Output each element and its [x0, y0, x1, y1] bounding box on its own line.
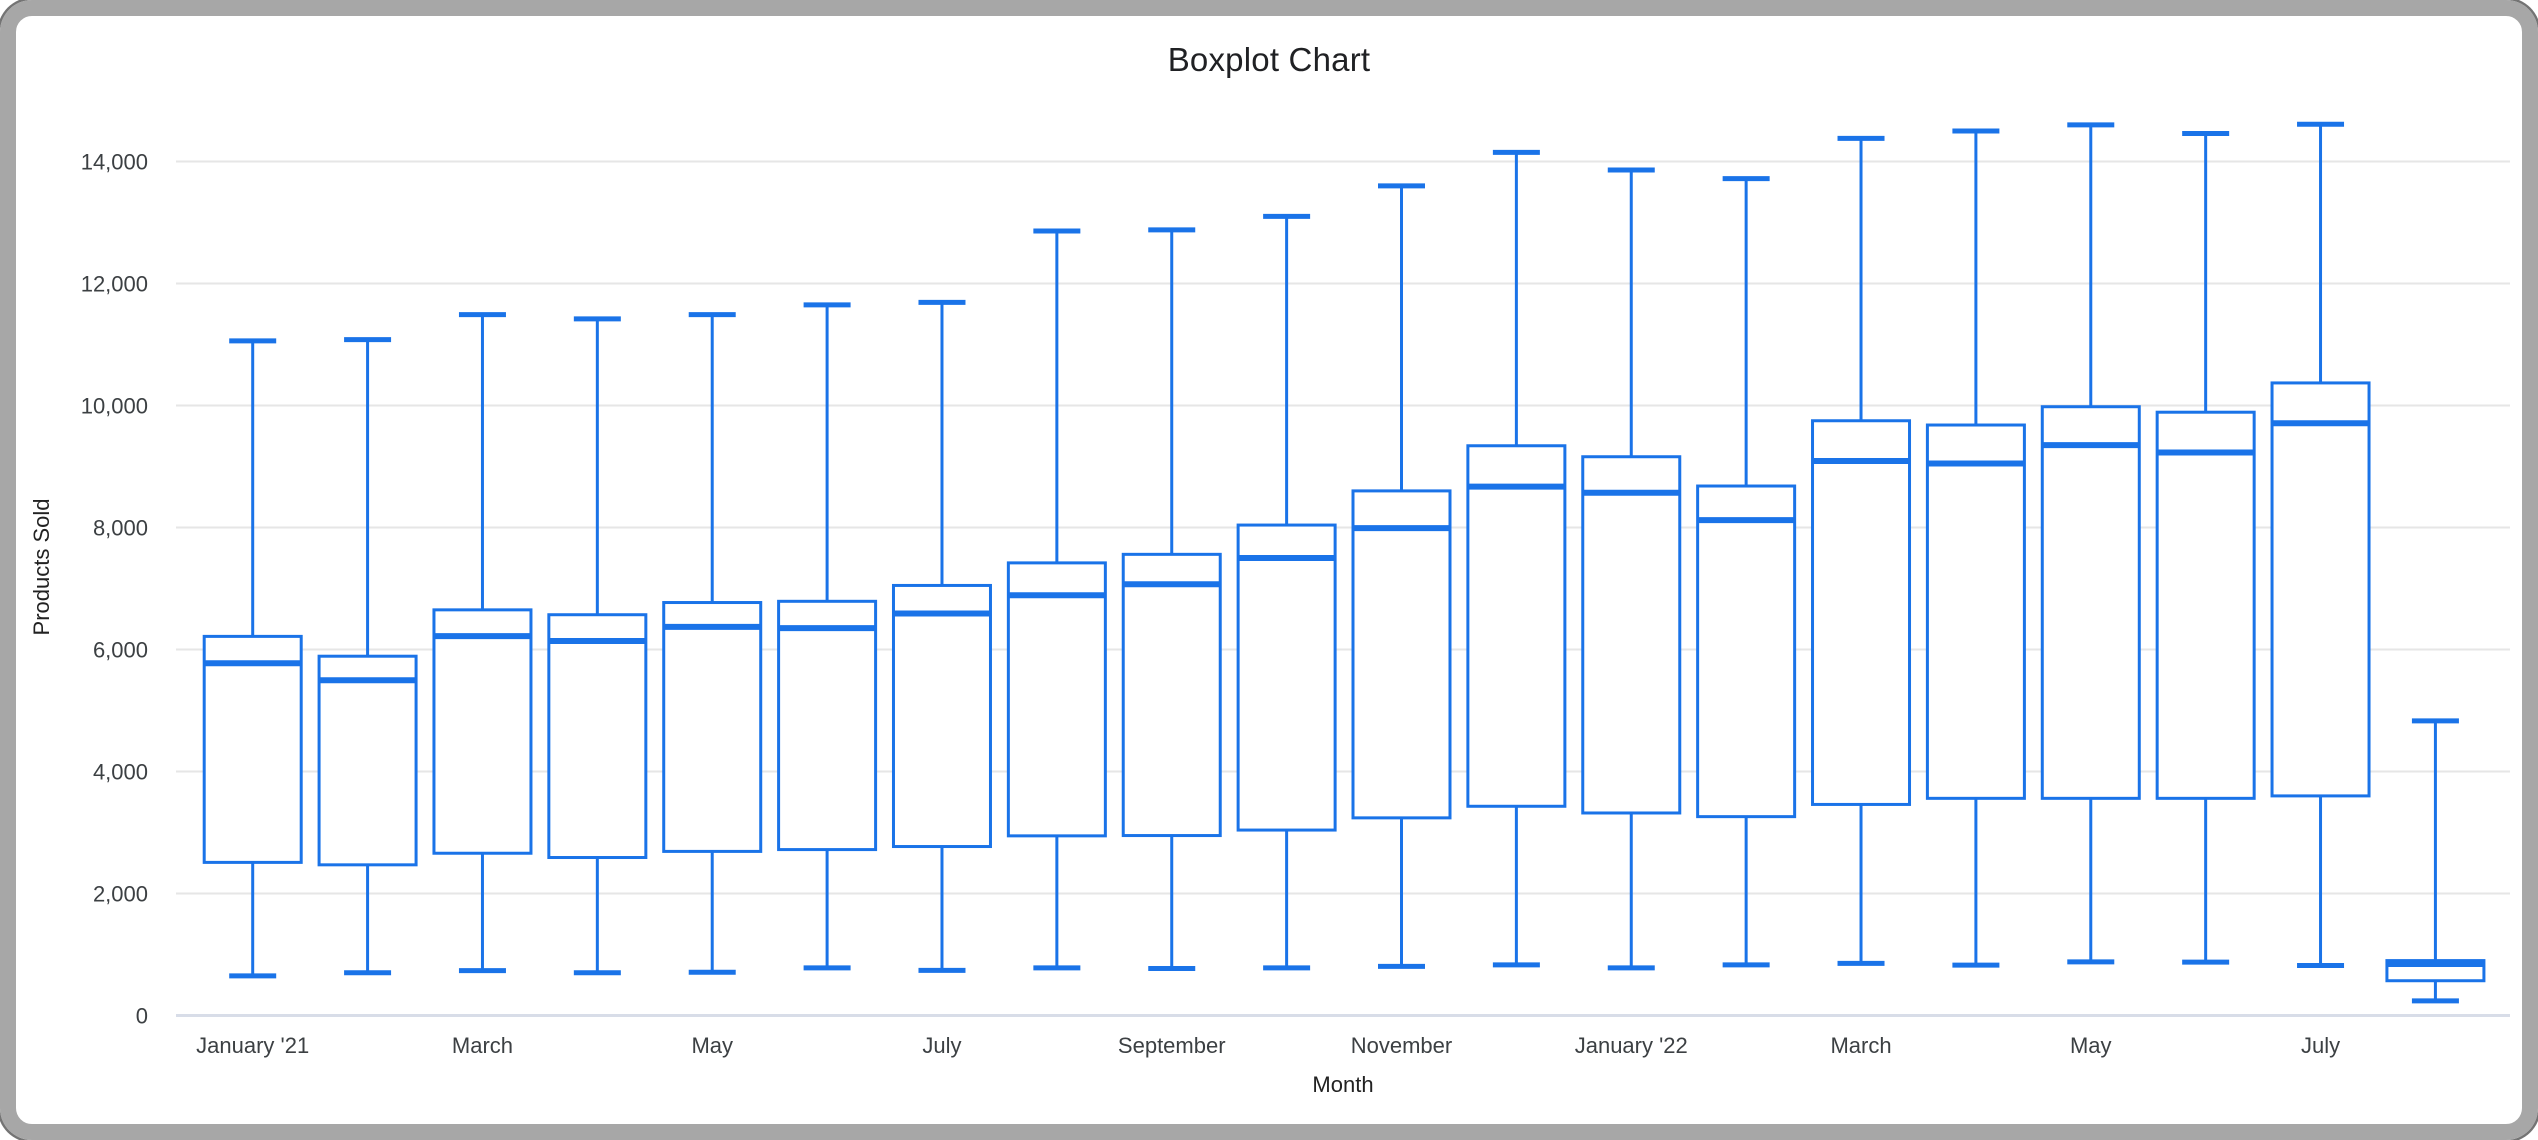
boxplot-may-22[interactable]: [2040, 122, 2141, 965]
iqr-box[interactable]: [2270, 381, 2371, 798]
iqr-box[interactable]: [1811, 419, 1912, 806]
boxplot-april-22[interactable]: [1925, 128, 2026, 968]
chart-title: Boxplot Chart: [1167, 41, 1371, 78]
y-tick-label: 12,000: [81, 272, 148, 297]
x-tick-label: May: [2070, 1033, 2112, 1058]
iqr-box[interactable]: [2155, 410, 2256, 800]
boxplot-july-22[interactable]: [2270, 121, 2371, 968]
y-tick-label: 8,000: [93, 516, 148, 541]
y-tick-label: 0: [136, 1004, 148, 1029]
iqr-box[interactable]: [2040, 405, 2141, 800]
boxplot-november-21[interactable]: [1351, 183, 1452, 969]
x-tick-label: March: [452, 1033, 513, 1058]
boxplot-august-22[interactable]: [2385, 718, 2486, 1004]
iqr-box[interactable]: [1121, 552, 1222, 838]
boxplot-october-21[interactable]: [1236, 213, 1337, 971]
y-tick-label: 4,000: [93, 760, 148, 785]
iqr-box[interactable]: [317, 654, 418, 867]
boxplot-march-21[interactable]: [432, 312, 533, 974]
boxplot-march-22[interactable]: [1811, 135, 1912, 966]
iqr-box[interactable]: [662, 601, 763, 853]
iqr-box[interactable]: [1351, 489, 1452, 820]
y-tick-label: 2,000: [93, 882, 148, 907]
x-axis-title: Month: [1312, 1072, 1374, 1097]
boxplot-december-21[interactable]: [1466, 149, 1567, 968]
y-tick-label: 14,000: [81, 150, 148, 175]
x-tick-label: July: [922, 1033, 961, 1058]
iqr-box[interactable]: [1696, 484, 1797, 819]
iqr-box[interactable]: [1466, 444, 1567, 808]
x-tick-label: March: [1830, 1033, 1891, 1058]
iqr-box[interactable]: [1581, 455, 1682, 815]
boxplot-february-22[interactable]: [1696, 176, 1797, 968]
boxplot-july-21[interactable]: [891, 299, 992, 973]
x-tick-label: November: [1351, 1033, 1452, 1058]
boxplot-september-21[interactable]: [1121, 227, 1222, 972]
iqr-box[interactable]: [777, 599, 878, 852]
x-tick-label: January '21: [196, 1033, 309, 1058]
x-tick-label: September: [1118, 1033, 1226, 1058]
x-tick-label: January '22: [1575, 1033, 1688, 1058]
x-tick-label: July: [2301, 1033, 2340, 1058]
iqr-box[interactable]: [202, 634, 303, 864]
iqr-box[interactable]: [1006, 561, 1107, 838]
y-axis-title: Products Sold: [29, 498, 54, 636]
boxplot-august-21[interactable]: [1006, 228, 1107, 971]
iqr-box[interactable]: [1925, 423, 2026, 800]
boxplot-february-21[interactable]: [317, 337, 418, 976]
boxplot-january-22[interactable]: [1581, 167, 1682, 971]
iqr-box[interactable]: [891, 583, 992, 849]
x-tick-label: May: [691, 1033, 733, 1058]
boxplot-january-21[interactable]: [202, 338, 303, 979]
y-tick-label: 10,000: [81, 394, 148, 419]
boxplot-april-21[interactable]: [547, 316, 648, 976]
iqr-box[interactable]: [432, 608, 533, 855]
y-tick-label: 6,000: [93, 638, 148, 663]
boxplot-june-21[interactable]: [777, 302, 878, 971]
iqr-box[interactable]: [1236, 523, 1337, 832]
iqr-box[interactable]: [547, 613, 648, 860]
boxplot-may-21[interactable]: [662, 312, 763, 975]
boxplot-june-22[interactable]: [2155, 130, 2256, 965]
